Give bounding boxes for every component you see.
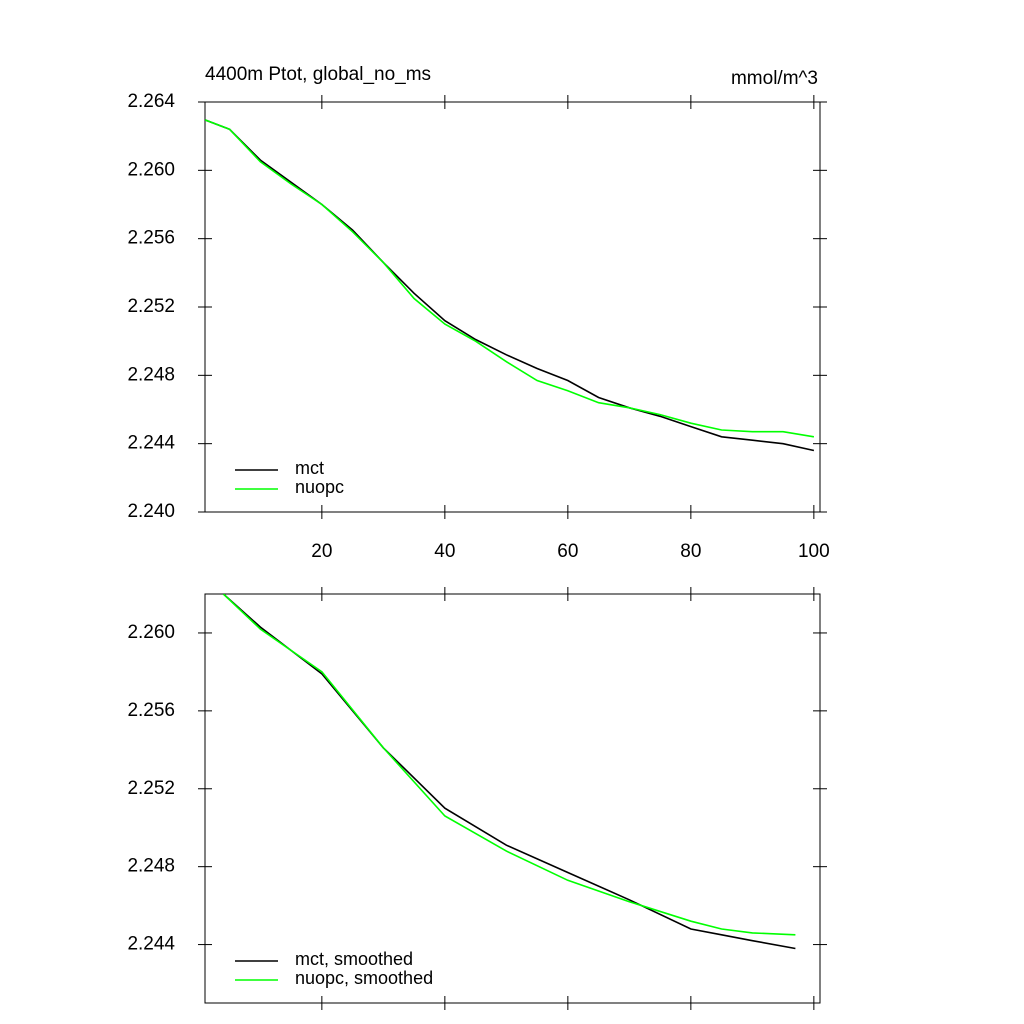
y-tick-label: 2.256 [127, 228, 175, 249]
x-tick-label: 60 [557, 541, 578, 562]
y-tick-label: 2.248 [127, 364, 175, 385]
legend-label: nuopc, smoothed [295, 968, 433, 988]
y-tick-label: 2.252 [127, 778, 175, 799]
data-line [205, 119, 815, 438]
data-line [222, 594, 796, 936]
data-line [222, 594, 796, 950]
y-tick-label: 2.260 [127, 159, 175, 180]
plot-frame [204, 101, 821, 513]
x-tick-label: 20 [311, 541, 332, 562]
y-tick-label: 2.244 [127, 934, 175, 955]
y-tick-label: 2.252 [127, 296, 175, 317]
plot-frame [204, 593, 821, 1004]
y-tick-label: 2.248 [127, 856, 175, 877]
y-tick-label: 2.264 [127, 91, 175, 112]
y-tick-label: 2.244 [127, 433, 175, 454]
chart-title: 4400m Ptot, global_no_ms [205, 64, 431, 85]
x-tick-label: 40 [434, 541, 455, 562]
x-tick-label: 80 [680, 541, 701, 562]
y-tick-label: 2.260 [127, 622, 175, 643]
y-tick-label: 2.256 [127, 700, 175, 721]
units-label: mmol/m^3 [731, 68, 818, 89]
data-line [205, 119, 815, 452]
legend-label: mct [295, 458, 324, 478]
legend-label: mct, smoothed [295, 949, 413, 969]
y-tick-label: 2.240 [127, 501, 175, 522]
x-tick-label: 100 [798, 541, 830, 562]
legend-label: nuopc [295, 477, 344, 497]
